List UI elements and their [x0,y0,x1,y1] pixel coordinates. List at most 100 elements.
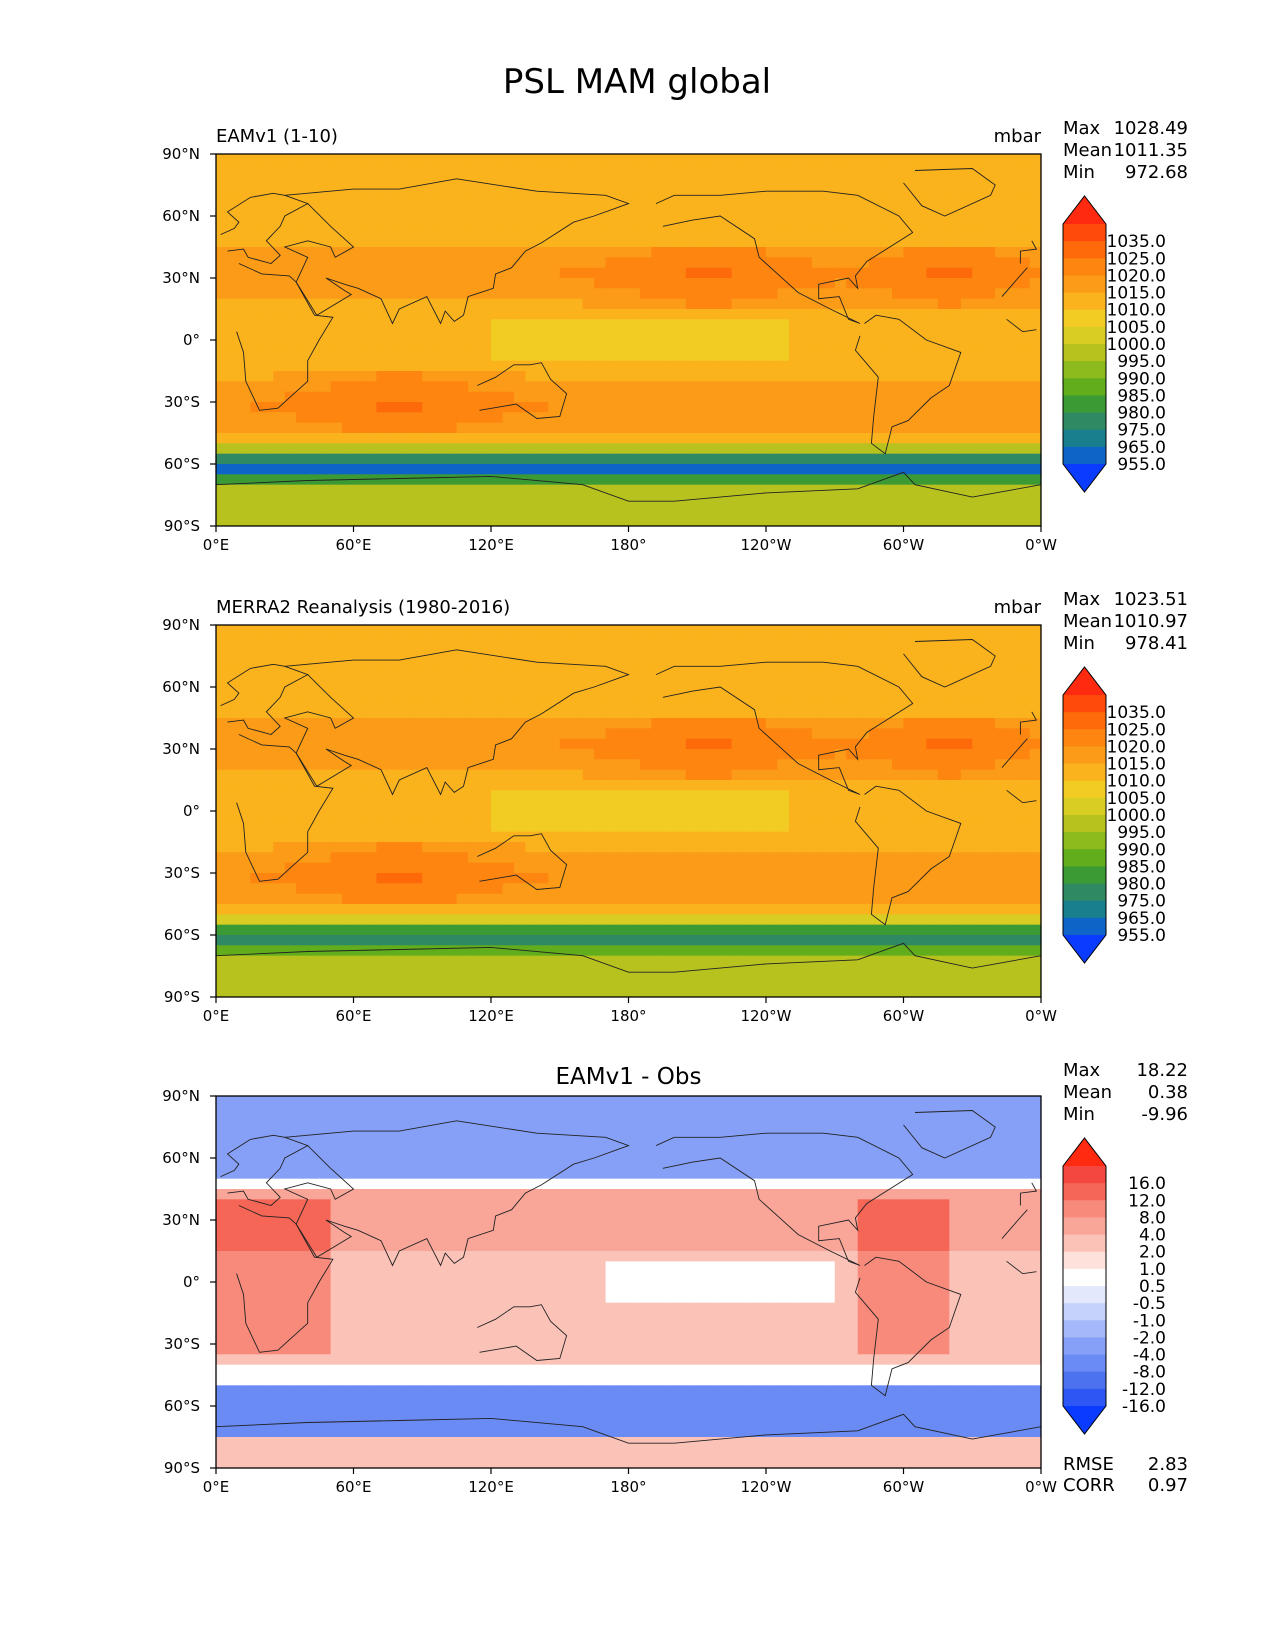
field-cell [227,288,240,300]
field-cell [926,453,939,465]
field-cell [296,883,309,895]
field-cell [261,800,274,812]
field-cell [674,780,687,791]
field-cell [307,164,320,176]
field-cell [594,718,607,729]
field-cell [1006,205,1019,217]
field-cell [605,298,618,310]
field-cell [857,371,870,382]
field-cell [788,309,801,320]
field-cell [525,298,538,310]
field-cell [903,433,916,444]
field-cell [766,174,779,186]
field-cell [1006,914,1019,926]
field-cell [628,319,641,331]
field-cell [937,831,950,843]
field-cell [479,883,492,895]
field-cell [995,780,1008,791]
field-cell [422,360,435,372]
field-cell [594,422,607,434]
field-cell [399,433,412,444]
field-cell [708,329,721,341]
field-cell [571,697,584,709]
field-cell [456,666,469,678]
field-cell [605,945,618,957]
field-cell [491,226,504,238]
colorbar-segment [1063,361,1106,379]
field-cell [250,769,263,781]
field-cell [754,391,767,403]
field-cell [582,329,595,341]
field-cell [536,443,549,455]
field-cell [571,185,584,196]
field-cell [754,515,767,526]
field-cell [227,154,240,165]
field-cell [972,831,985,843]
field-cell [238,371,251,382]
field-cell [376,371,389,382]
field-cell [617,645,630,657]
field-cell [788,340,801,351]
field-cell [582,635,595,647]
field-cell [766,278,779,289]
field-cell [1029,298,1041,310]
field-cell [1029,697,1041,709]
field-cell [1018,319,1031,331]
field-cell [605,195,618,207]
field-cell [892,800,905,812]
field-cell [525,360,538,372]
field-cell [685,340,698,351]
field-cell [754,154,767,165]
field-cell [926,676,939,688]
field-cell [972,645,985,657]
field-cell [869,935,882,946]
field-cell [685,433,698,444]
field-cell [788,205,801,217]
field-cell [399,319,412,331]
field-cell [227,505,240,517]
field-cell [662,666,675,678]
field-cell [639,174,653,186]
field-cell [216,811,229,822]
field-cell [330,852,343,864]
field-cell [227,945,240,957]
field-cell [662,422,675,434]
field-cell [628,505,641,517]
field-cell [685,350,698,362]
field-cell [559,738,572,750]
field-cell [823,687,836,698]
field-cell [914,945,928,957]
field-cell [674,935,687,946]
field-cell [846,443,859,455]
field-cell [605,625,618,636]
field-cell [319,821,332,833]
field-cell [823,216,836,227]
field-cell [651,687,664,698]
field-cell [926,687,939,698]
field-cell [914,267,928,279]
field-cell [892,625,905,636]
field-cell [674,718,687,729]
field-cell [594,236,607,248]
field-cell [468,371,481,382]
field-cell [387,749,400,760]
field-cell [284,955,297,967]
field-cell [926,707,939,719]
field-cell [662,340,675,351]
field-cell [571,433,584,444]
field-cell [319,862,332,874]
field-cell [788,852,801,864]
field-cell [639,738,653,750]
field-cell [479,495,492,506]
field-cell [914,381,928,393]
field-cell [960,515,973,526]
field-cell [456,164,469,176]
field-cell [777,666,790,678]
field-cell [949,666,962,678]
colorbar-max-extend [1063,196,1106,224]
field-cell [639,216,653,227]
field-cell [811,391,824,403]
field-cell [273,453,286,465]
field-cell [376,842,389,853]
colorbar-segment [1063,378,1106,396]
